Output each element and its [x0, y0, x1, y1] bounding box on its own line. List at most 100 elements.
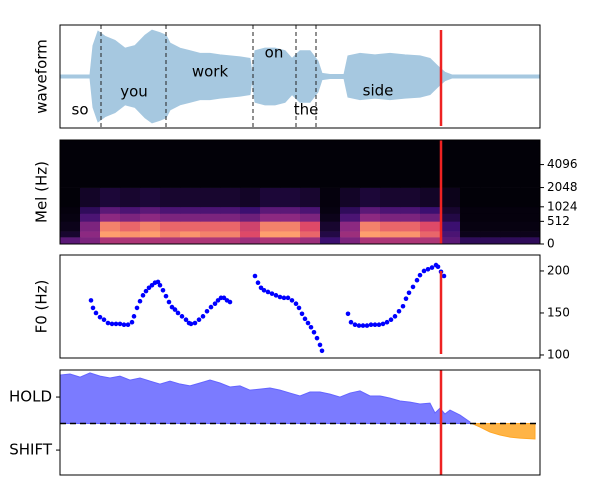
spectrogram-cell [340, 237, 361, 245]
f0-point [196, 317, 202, 322]
spectrogram-cell [280, 187, 301, 208]
spectrogram-cell [220, 213, 241, 222]
spectrogram-cell [200, 237, 221, 245]
spectrogram-cell [320, 140, 341, 188]
f0-point [227, 299, 233, 305]
y-tick-label: 4096 [547, 157, 578, 171]
spectrogram-cell [180, 213, 201, 222]
f0-point [163, 293, 169, 299]
spectrogram-cell [260, 140, 281, 188]
spectrogram-cell [140, 237, 161, 245]
spectrogram-cell [240, 231, 261, 238]
f0-point [192, 320, 198, 326]
spectrogram-cell [480, 213, 501, 222]
word-label: side [363, 82, 394, 100]
waveform-envelope [59, 29, 541, 77]
f0-point [425, 266, 431, 272]
f0-point [281, 295, 287, 301]
spectrogram-cell [60, 187, 81, 208]
spectrogram-cell [320, 231, 341, 238]
spectrogram-cell [200, 206, 221, 214]
spectrogram-cell [520, 140, 541, 188]
f0-point [149, 282, 155, 288]
spectrogram-cell [280, 231, 301, 238]
spectrogram-cell [300, 187, 321, 208]
spectrogram-cell [360, 213, 381, 222]
f0-point [421, 268, 427, 274]
spectrogram-cell [520, 231, 541, 238]
spectrogram-cell [200, 140, 221, 188]
f0-point [277, 294, 283, 300]
f0-point [376, 322, 382, 328]
spectrogram-cell [300, 140, 321, 188]
f0-point [317, 342, 323, 348]
f0-point [410, 284, 416, 290]
y-tick-label: 200 [547, 263, 570, 277]
y-tick-label: HOLD [9, 388, 52, 406]
spectrogram-cell [80, 231, 101, 238]
spectrogram-cell [500, 140, 521, 188]
spectrogram-cell [120, 187, 141, 208]
word-label: so [72, 101, 89, 119]
f0-point [302, 316, 308, 322]
spectrogram-cell [120, 237, 141, 245]
spectrogram-cell [380, 187, 401, 208]
panel-frame [59, 24, 541, 129]
spectrogram-cell [420, 221, 441, 232]
f0-point [105, 320, 111, 326]
f0-point [204, 308, 210, 314]
f0-point [289, 298, 295, 303]
f0-point [380, 321, 386, 327]
f0-point [435, 264, 441, 270]
spectrogram-cell [380, 140, 401, 188]
f0-point [131, 314, 137, 319]
f0-point [305, 320, 311, 326]
spectrogram-cell [440, 206, 461, 214]
f0-point [299, 311, 305, 317]
spectrogram-cell [260, 231, 281, 238]
spectrogram-cell [220, 140, 241, 188]
spectrogram-cell [460, 231, 481, 238]
f0-point [179, 314, 185, 319]
spectrogram-cell [340, 206, 361, 214]
spectrogram-cell [100, 221, 121, 232]
f0-point [372, 322, 378, 328]
f0-point [255, 280, 261, 286]
f0-point [388, 317, 394, 322]
word-label: work [192, 63, 229, 81]
f0-point [88, 298, 94, 303]
spectrogram-cell [280, 140, 301, 188]
f0-point [345, 311, 351, 317]
spectrogram-cell [280, 237, 301, 245]
spectrogram-cell [160, 221, 181, 232]
f0-point [252, 273, 258, 279]
probability-area [59, 372, 471, 425]
spectrogram-cell [420, 231, 441, 238]
f0-point [183, 317, 189, 322]
spectrogram-cell [180, 237, 201, 245]
spectrogram-cell [80, 140, 101, 188]
spectrogram-cell [120, 213, 141, 222]
spectrogram-cell [500, 187, 521, 208]
panel-frame [59, 369, 541, 476]
spectrogram-cell [340, 213, 361, 222]
f0-point [296, 305, 302, 311]
spectrogram-cell [60, 140, 81, 188]
f0-point [121, 322, 127, 328]
spectrogram-cell [60, 206, 81, 214]
spectrogram-cell [380, 231, 401, 238]
spectrogram-cell [180, 221, 201, 232]
spectrogram-cell [260, 187, 281, 208]
f0-point [360, 323, 366, 328]
spectrogram-cell [100, 140, 121, 188]
spectrogram-cell [320, 206, 341, 214]
spectrogram-cell [60, 221, 81, 232]
spectrogram-cell [220, 221, 241, 232]
spectrogram-cell [300, 213, 321, 222]
spectrogram-cell [500, 213, 521, 222]
f0-point [441, 273, 447, 279]
spectrogram-cell [280, 206, 301, 214]
spectrogram-cell [460, 187, 481, 208]
spectrogram-cell [260, 213, 281, 222]
spectrogram-cell [120, 231, 141, 238]
